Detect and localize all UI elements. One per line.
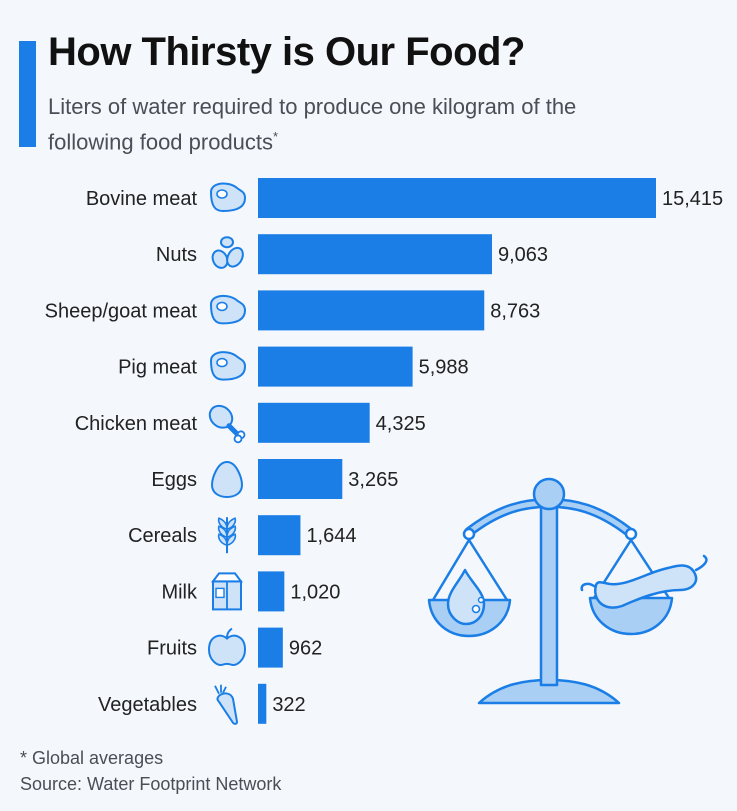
- global-averages-note: * Global averages: [20, 748, 164, 768]
- category-label-bovine-meat: Bovine meat: [86, 188, 198, 210]
- water-bubble: [471, 604, 481, 614]
- value-label-nuts: 9,063: [498, 244, 548, 266]
- chicken-leg-icon: [208, 404, 246, 444]
- category-label-pig-meat: Pig meat: [118, 357, 197, 379]
- water-bubble-small: [477, 596, 485, 604]
- bar-row-vegetables: Vegetables 322: [98, 683, 306, 725]
- bar-chicken-meat: [258, 402, 370, 443]
- category-label-vegetables: Vegetables: [98, 694, 197, 716]
- sausage-end-right: [694, 554, 708, 572]
- subtitle-footnote-mark: *: [273, 129, 279, 144]
- bar-cereals: [258, 515, 301, 556]
- category-label-milk: Milk: [161, 581, 198, 603]
- wheat-icon: [217, 517, 237, 554]
- bar-milk: [258, 571, 285, 612]
- scale-left-hinge: [462, 527, 476, 541]
- category-label-sheep-goat-meat: Sheep/goat meat: [45, 300, 198, 322]
- bar-nuts: [258, 234, 492, 275]
- value-label-vegetables: 322: [272, 694, 305, 716]
- left-pan-chain: [431, 538, 509, 602]
- apple-icon: [207, 627, 247, 666]
- category-label-cereals: Cereals: [128, 525, 197, 547]
- balance-scale-illustration: [427, 477, 708, 705]
- sausage-end-left: [580, 582, 596, 592]
- value-label-bovine-meat: 15,415: [662, 188, 723, 210]
- category-label-nuts: Nuts: [156, 244, 197, 266]
- steak-icon: [209, 182, 247, 213]
- value-label-eggs: 3,265: [348, 469, 398, 491]
- chart-subtitle-text: Liters of water required to produce one …: [48, 94, 577, 155]
- bar-row-sheep-goat-meat: Sheep/goat meat 8,763: [45, 290, 540, 331]
- value-label-fruits: 962: [289, 638, 322, 660]
- milk-carton-icon: [211, 572, 243, 611]
- bar-sheep-goat-meat: [258, 290, 485, 331]
- source-note: Source: Water Footprint Network: [20, 774, 282, 794]
- bar-pig-meat: [258, 346, 413, 387]
- bar-row-bovine-meat: Bovine meat 15,415: [86, 178, 723, 218]
- title-accent-bar: [19, 41, 36, 147]
- category-label-eggs: Eggs: [151, 469, 197, 491]
- category-label-fruits: Fruits: [147, 638, 197, 660]
- scale-top-knob: [532, 477, 566, 511]
- bar-fruits: [258, 627, 283, 668]
- footnote: * Global averages Source: Water Footprin…: [20, 745, 281, 797]
- value-label-milk: 1,020: [290, 581, 340, 603]
- bar-row-fruits: Fruits 962: [147, 627, 322, 668]
- category-label-chicken-meat: Chicken meat: [75, 413, 198, 435]
- value-label-sheep-goat-meat: 8,763: [490, 300, 540, 322]
- bar-row-cereals: Cereals 1,644: [128, 515, 357, 556]
- value-label-pig-meat: 5,988: [419, 357, 469, 379]
- bar-row-eggs: Eggs 3,265: [151, 459, 398, 499]
- egg-icon: [210, 460, 244, 499]
- value-label-cereals: 1,644: [306, 525, 356, 547]
- sausage: [593, 564, 698, 609]
- chart-subtitle: Liters of water required to produce one …: [48, 92, 648, 157]
- steak-icon: [209, 294, 247, 325]
- bar-eggs: [258, 459, 343, 499]
- bar-row-pig-meat: Pig meat 5,988: [118, 346, 469, 387]
- scale-right-hinge: [624, 527, 638, 541]
- bar-row-nuts: Nuts 9,063: [156, 234, 548, 275]
- steak-icon: [209, 351, 247, 381]
- bar-vegetables: [258, 683, 267, 724]
- water-drop: [446, 568, 486, 626]
- value-label-chicken-meat: 4,325: [376, 413, 426, 435]
- chart-title: How Thirsty is Our Food?: [48, 30, 525, 74]
- nuts-icon: [211, 236, 244, 269]
- bar-row-milk: Milk 1,020: [161, 571, 340, 612]
- bar-bovine-meat: [258, 178, 656, 218]
- carrot-icon: [214, 684, 239, 725]
- scale-pillar: [539, 493, 559, 687]
- bar-row-chicken-meat: Chicken meat 4,325: [75, 402, 426, 444]
